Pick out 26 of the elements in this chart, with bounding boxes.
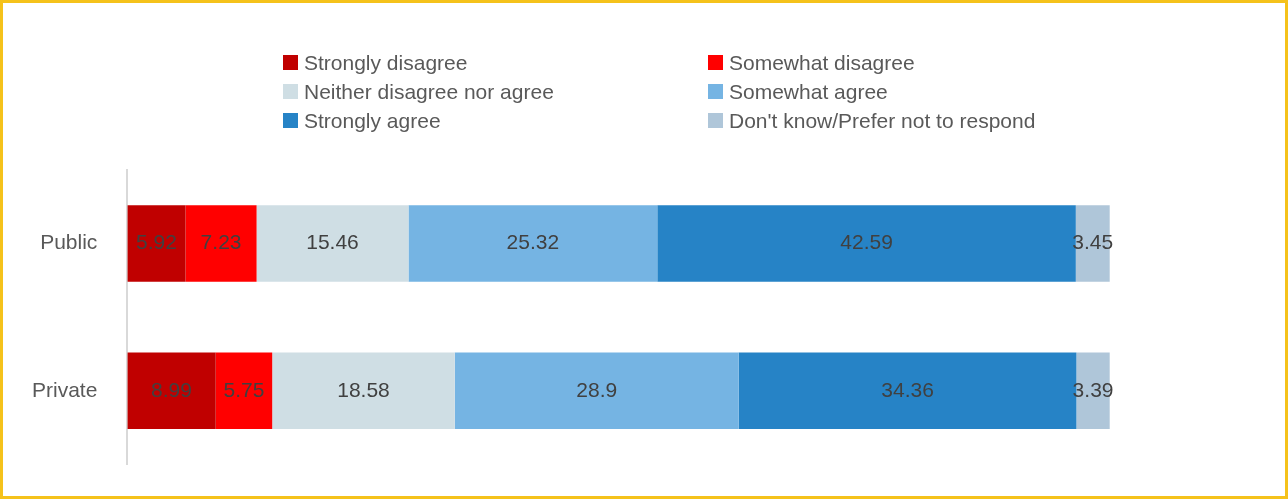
bar xyxy=(454,352,739,430)
bar xyxy=(272,352,455,430)
legend-label: Don't know/Prefer not to respond xyxy=(729,108,1036,133)
legend-label: Somewhat agree xyxy=(729,79,888,104)
data-label: 5.75 xyxy=(223,377,265,401)
data-label: 7.23 xyxy=(200,230,242,254)
data-label: 34.36 xyxy=(881,377,934,401)
data-label: 42.59 xyxy=(840,230,893,254)
bar xyxy=(215,352,273,430)
y-tick-label: Public xyxy=(40,230,98,254)
bar xyxy=(185,205,257,282)
bar xyxy=(408,205,658,282)
y-tick-label: Private xyxy=(32,377,98,401)
legend-label: Strongly disagree xyxy=(304,50,468,75)
data-label: 28.9 xyxy=(576,377,618,401)
data-label: 5.92 xyxy=(136,230,177,254)
bar xyxy=(127,205,186,282)
data-label: 15.46 xyxy=(306,230,359,254)
data-label: 18.58 xyxy=(337,377,390,401)
data-label: 8.99 xyxy=(151,377,192,401)
bar xyxy=(256,205,409,282)
legend-label: Somewhat disagree xyxy=(729,50,915,75)
legend-label: Strongly agree xyxy=(304,108,441,133)
data-label: 25.32 xyxy=(506,230,560,254)
legend-label: Neither disagree nor agree xyxy=(304,79,554,104)
bar xyxy=(127,352,216,430)
